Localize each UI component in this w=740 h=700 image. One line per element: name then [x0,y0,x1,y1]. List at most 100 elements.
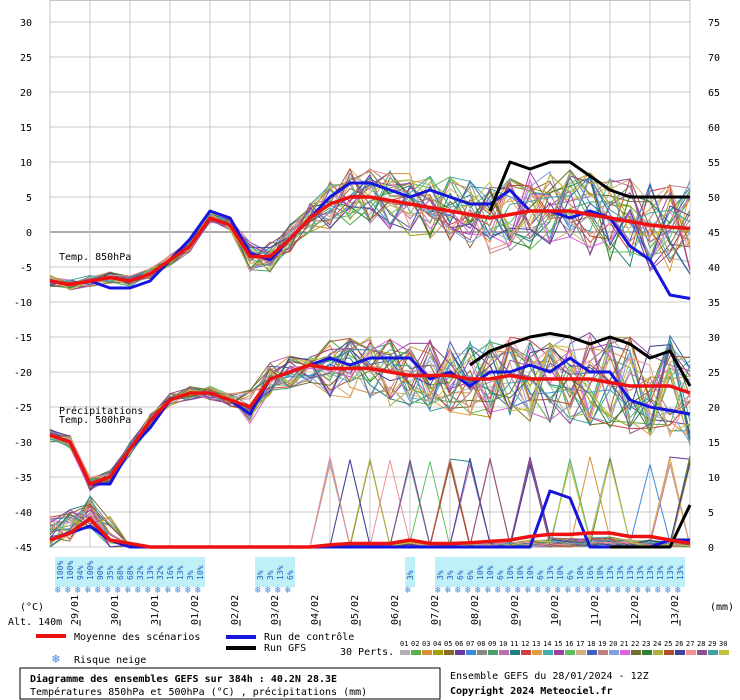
pert-swatch [488,650,498,655]
pert-swatch [466,650,476,655]
x-tick-label: 12/02 [630,595,641,625]
snow-risk-pct: 10% [556,565,565,580]
snow-risk-cell [505,557,515,587]
snow-risk-pct: 94% [76,565,85,580]
snow-risk-cell [665,557,675,587]
snow-risk-cell [625,557,635,587]
left-tick-label: -30 [14,438,32,449]
chart-subtitle: Températures 850hPa et 500hPa (°C) , pré… [30,686,367,698]
pert-id-label: 20 [609,640,617,648]
snow-risk-pct: 10% [576,565,585,580]
snowflake-icon: ❄ [675,585,682,596]
series-precip_mean [49,517,691,549]
pert-swatch [664,650,674,655]
right-tick-label: 40 [708,263,720,274]
pert-swatch [444,650,454,655]
pert-swatch [686,650,696,655]
pert-swatch [532,650,542,655]
right-tick-label: 25 [708,368,720,379]
pert-swatch [675,650,685,655]
snow-risk-pct: 10% [486,565,495,580]
snowflake-icon: ❄ [51,652,60,667]
pert-swatch [697,650,707,655]
snowflake-icon: ❄ [285,585,292,596]
snow-risk-pct: 10% [526,565,535,580]
series-t500_mean [49,363,691,486]
snow-risk-cell [565,557,575,587]
left-tick-label: -45 [14,543,32,554]
pert-id-label: 21 [620,640,628,648]
snowflake-icon: ❄ [535,585,542,596]
snowflake-icon: ❄ [105,585,112,596]
pert-swatch [411,650,421,655]
snow-risk-pct: 6% [456,570,465,580]
snowflake-icon: ❄ [525,585,532,596]
snow-risk-cell [115,557,125,587]
snow-risk-cell [535,557,545,587]
snow-risk-cell [655,557,665,587]
snow-risk-cell [585,557,595,587]
snow-risk-pct: 13% [646,565,655,580]
pert-id-label: 26 [675,640,683,648]
pert-swatch [598,650,608,655]
snowflake-icon: ❄ [175,585,182,596]
snow-risk-cell [175,557,185,587]
snow-risk-cell [455,557,465,587]
snow-risk-pct: 100% [86,561,95,580]
left-tick-label: 20 [20,88,32,99]
snowflake-icon: ❄ [555,585,562,596]
pert-id-label: 24 [653,640,661,648]
pert-id-label: 03 [422,640,430,648]
snowflake-icon: ❄ [635,585,642,596]
snow-risk-cell [155,557,165,587]
snowflake-icon: ❄ [95,585,102,596]
snow-risk-cell [145,557,155,587]
pert-id-label: 02 [411,640,419,648]
pert-id-label: 01 [400,640,408,648]
snowflake-icon: ❄ [445,585,452,596]
snowflake-icon: ❄ [195,585,202,596]
right-tick-label: 45 [708,228,720,239]
snow-risk-pct: 6% [566,570,575,580]
left-tick-label: -10 [14,298,32,309]
x-tick-label: 07/02 [430,595,441,625]
snow-risk-pct: 3% [446,570,455,580]
snow-risk-pct: 16% [166,565,175,580]
pert-id-label: 13 [532,640,540,648]
snow-risk-cell [435,557,445,587]
snow-risk-cell [575,557,585,587]
series-precip_gfs [610,504,692,549]
snowflake-icon: ❄ [645,585,652,596]
snowflake-icon: ❄ [435,585,442,596]
pert-swatch [642,650,652,655]
left-unit: (°C) [20,602,44,613]
perts-label: 30 Perts. [340,647,394,658]
pert-swatch [521,650,531,655]
x-tick-label: 13/02 [670,595,681,625]
pert-id-label: 27 [686,640,694,648]
right-tick-label: 20 [708,403,720,414]
right-tick-label: 55 [708,158,720,169]
right-tick-label: 60 [708,123,720,134]
snow-risk-cell [675,557,685,587]
pert-swatch [477,650,487,655]
x-tick-label: 29/01 [70,595,81,625]
snowflake-icon: ❄ [135,585,142,596]
pert-id-label: 06 [455,640,463,648]
snow-risk-cell [485,557,495,587]
snowflake-icon: ❄ [515,585,522,596]
right-tick-label: 65 [708,88,720,99]
snowflake-icon: ❄ [625,585,632,596]
left-tick-label: 25 [20,53,32,64]
left-tick-label: -25 [14,403,32,414]
snow-risk-cell [265,557,275,587]
pert-id-label: 16 [565,640,573,648]
left-tick-label: -20 [14,368,32,379]
snowflake-icon: ❄ [655,585,662,596]
left-tick-label: -40 [14,508,32,519]
snow-risk-cell [135,557,145,587]
pert-id-label: 22 [631,640,639,648]
snowflake-icon: ❄ [475,585,482,596]
pert-swatch [455,650,465,655]
x-tick-label: 08/02 [470,595,481,625]
